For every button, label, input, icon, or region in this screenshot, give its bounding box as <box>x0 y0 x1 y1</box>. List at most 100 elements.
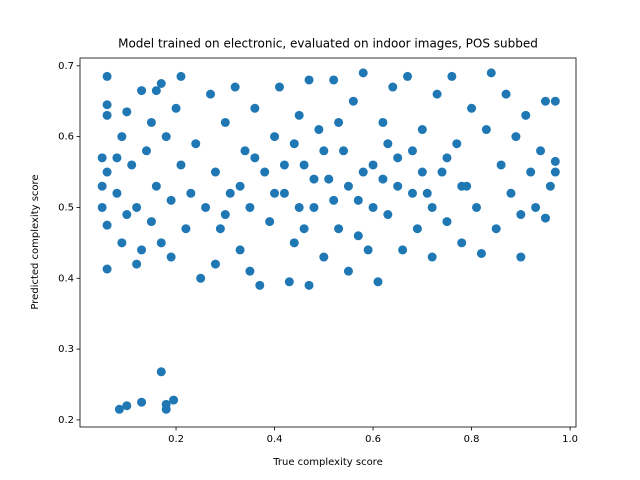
point <box>393 153 403 163</box>
point <box>196 273 206 283</box>
point <box>210 259 220 269</box>
point <box>329 75 339 85</box>
point <box>398 245 408 255</box>
point <box>309 174 319 184</box>
point <box>427 202 437 212</box>
points <box>97 68 560 414</box>
point <box>442 153 452 163</box>
point <box>102 167 112 177</box>
point <box>339 146 349 156</box>
point <box>176 71 186 81</box>
point <box>206 89 216 99</box>
point <box>151 86 161 96</box>
point <box>304 75 314 85</box>
point <box>161 404 171 414</box>
x-tick-label: 0.2 <box>168 434 184 445</box>
point <box>363 245 373 255</box>
point <box>412 224 422 234</box>
point <box>97 202 107 212</box>
point <box>166 195 176 205</box>
point <box>265 217 275 227</box>
point <box>299 160 309 170</box>
point <box>550 96 560 106</box>
point <box>299 224 309 234</box>
point <box>270 132 280 142</box>
point <box>521 110 531 120</box>
point <box>284 277 294 287</box>
point <box>250 153 260 163</box>
point <box>550 156 560 166</box>
point <box>146 117 156 127</box>
point <box>545 181 555 191</box>
point <box>368 202 378 212</box>
point <box>112 153 122 163</box>
point <box>334 117 344 127</box>
point <box>442 217 452 227</box>
point <box>181 224 191 234</box>
point <box>122 107 132 117</box>
point <box>250 103 260 113</box>
point <box>476 248 486 258</box>
point <box>117 238 127 248</box>
point <box>225 188 235 198</box>
y-tick-label: 0.5 <box>58 202 74 213</box>
point <box>467 103 477 113</box>
y-tick-label: 0.4 <box>58 273 74 284</box>
point <box>171 103 181 113</box>
point <box>102 110 112 120</box>
axes-frame <box>79 57 577 428</box>
point <box>403 71 413 81</box>
point <box>279 188 289 198</box>
point <box>201 202 211 212</box>
point <box>191 139 201 149</box>
point <box>274 82 284 92</box>
point <box>501 89 511 99</box>
point <box>220 117 230 127</box>
point <box>358 167 368 177</box>
point <box>319 146 329 156</box>
point <box>294 202 304 212</box>
point <box>141 146 151 156</box>
point <box>102 100 112 110</box>
point <box>146 217 156 227</box>
point <box>447 71 457 81</box>
point <box>417 167 427 177</box>
point <box>97 153 107 163</box>
chart-title: Model trained on electronic, evaluated o… <box>118 37 538 51</box>
point <box>393 181 403 191</box>
point <box>486 68 496 78</box>
point <box>127 160 137 170</box>
point <box>114 404 124 414</box>
point <box>220 210 230 220</box>
y-tick-label: 0.2 <box>58 415 74 426</box>
point <box>156 367 166 377</box>
point <box>319 252 329 262</box>
point <box>215 224 225 234</box>
x-tick-label: 0.8 <box>464 434 480 445</box>
point <box>343 266 353 276</box>
y-axis-label: Predicted complexity score <box>30 174 41 309</box>
point <box>289 238 299 248</box>
point <box>309 202 319 212</box>
point <box>137 245 147 255</box>
point <box>279 160 289 170</box>
point <box>122 401 132 411</box>
point <box>151 181 161 191</box>
x-axis-label: True complexity score <box>272 457 382 468</box>
point <box>457 238 467 248</box>
y-tick-label: 0.7 <box>58 61 74 72</box>
point <box>383 139 393 149</box>
point <box>137 397 147 407</box>
point <box>132 202 142 212</box>
point <box>97 181 107 191</box>
point <box>235 181 245 191</box>
point <box>255 280 265 290</box>
point <box>102 220 112 230</box>
point <box>506 188 516 198</box>
point <box>169 395 179 405</box>
point <box>230 82 240 92</box>
point <box>516 210 526 220</box>
y-tick-label: 0.6 <box>58 132 74 143</box>
